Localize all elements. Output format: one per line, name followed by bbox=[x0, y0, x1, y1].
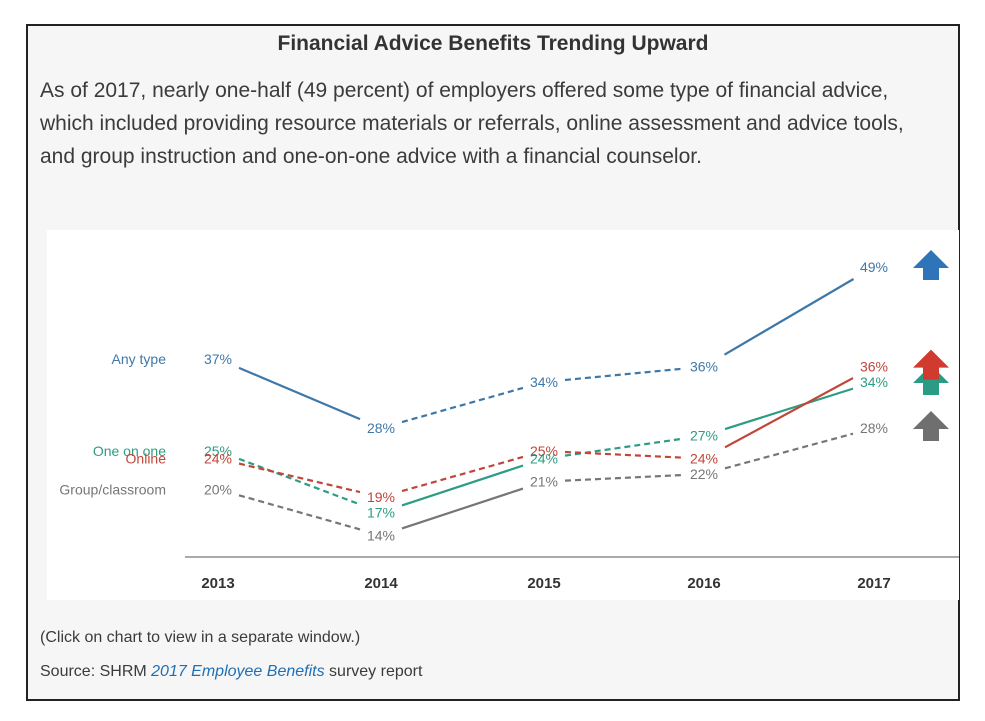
line-segment-one-on-one-3 bbox=[724, 387, 854, 431]
chart-panel[interactable]: 2013 2014 2015 2016 2017 37% 28% 34% 36% 49% Any t… bbox=[47, 230, 959, 600]
line-segment-any-type-0 bbox=[238, 366, 361, 421]
data-label-any-type-2016: 36% bbox=[690, 359, 718, 375]
intro-paragraph: As of 2017, nearly one-half (49 percent)… bbox=[40, 79, 904, 168]
line-segment-one-on-one-1 bbox=[401, 464, 524, 507]
line-segment-group-classroom-0 bbox=[238, 494, 361, 531]
data-label-one-on-one-2014: 17% bbox=[367, 504, 395, 520]
trend-arrow-up-icon-online bbox=[913, 349, 949, 380]
data-label-group-classroom-2014: 14% bbox=[367, 527, 395, 543]
line-segment-group-classroom-3 bbox=[724, 432, 854, 470]
trend-arrow-up-icon-any-type bbox=[913, 250, 949, 280]
line-segment-one-on-one-2 bbox=[564, 437, 684, 457]
line-segment-online-3 bbox=[724, 377, 854, 449]
line-segment-any-type-1 bbox=[401, 386, 524, 424]
chart-card: Financial Advice Benefits Trending Upwar… bbox=[26, 24, 960, 701]
line-segment-any-type-2 bbox=[564, 367, 684, 382]
source-line: Source: SHRM 2017 Employee Benefits surv… bbox=[40, 663, 422, 681]
data-label-online-2016: 24% bbox=[690, 451, 718, 467]
legend-label-group-classroom: Group/classroom bbox=[59, 481, 166, 497]
data-label-any-type-2017: 49% bbox=[860, 259, 888, 275]
data-label-one-on-one-2013: 25% bbox=[204, 443, 232, 459]
data-label-group-classroom-2013: 20% bbox=[204, 481, 232, 497]
data-label-one-on-one-2016: 27% bbox=[690, 428, 718, 444]
source-report-link[interactable]: 2017 Employee Benefits bbox=[151, 663, 325, 680]
x-tick-label-2013: 2013 bbox=[201, 575, 234, 592]
line-segment-online-2 bbox=[564, 450, 684, 459]
legend-label-one-on-one: One on one bbox=[93, 443, 166, 459]
line-segment-any-type-3 bbox=[723, 278, 855, 356]
line-segment-group-classroom-1 bbox=[401, 487, 524, 530]
legend-label-any-type: Any type bbox=[112, 351, 167, 367]
x-tick-label-2015: 2015 bbox=[527, 575, 560, 592]
x-tick-label-2017: 2017 bbox=[857, 575, 890, 592]
trend-arrow-up-icon-one-on-one bbox=[913, 365, 949, 395]
source-suffix: survey report bbox=[324, 663, 423, 680]
data-label-any-type-2015: 34% bbox=[530, 374, 558, 390]
data-label-one-on-one-2015: 24% bbox=[530, 451, 558, 467]
line-segment-online-1 bbox=[401, 455, 524, 493]
x-tick-label-2016: 2016 bbox=[687, 575, 720, 592]
data-label-online-2015: 25% bbox=[530, 443, 558, 459]
source-prefix: Source: SHRM bbox=[40, 663, 152, 680]
data-label-one-on-one-2017: 34% bbox=[860, 374, 888, 390]
data-label-any-type-2013: 37% bbox=[204, 351, 232, 367]
line-segment-group-classroom-2 bbox=[564, 473, 684, 482]
x-tick-label-2014: 2014 bbox=[364, 575, 398, 592]
data-label-online-2014: 19% bbox=[367, 489, 395, 505]
trend-arrow-up-icon-group-classroom bbox=[913, 411, 949, 441]
data-label-online-2013: 24% bbox=[204, 451, 232, 467]
data-label-group-classroom-2016: 22% bbox=[690, 466, 718, 482]
line-segment-one-on-one-0 bbox=[238, 457, 361, 506]
page-title: Financial Advice Benefits Trending Upwar… bbox=[277, 32, 709, 55]
legend-label-online: Online bbox=[126, 451, 167, 467]
line-segment-online-0 bbox=[238, 462, 361, 494]
click-note: (Click on chart to view in a separate wi… bbox=[40, 629, 361, 646]
data-label-group-classroom-2015: 21% bbox=[530, 474, 558, 490]
data-label-online-2017: 36% bbox=[860, 359, 888, 375]
data-label-group-classroom-2017: 28% bbox=[860, 420, 888, 436]
data-label-any-type-2014: 28% bbox=[367, 420, 395, 436]
